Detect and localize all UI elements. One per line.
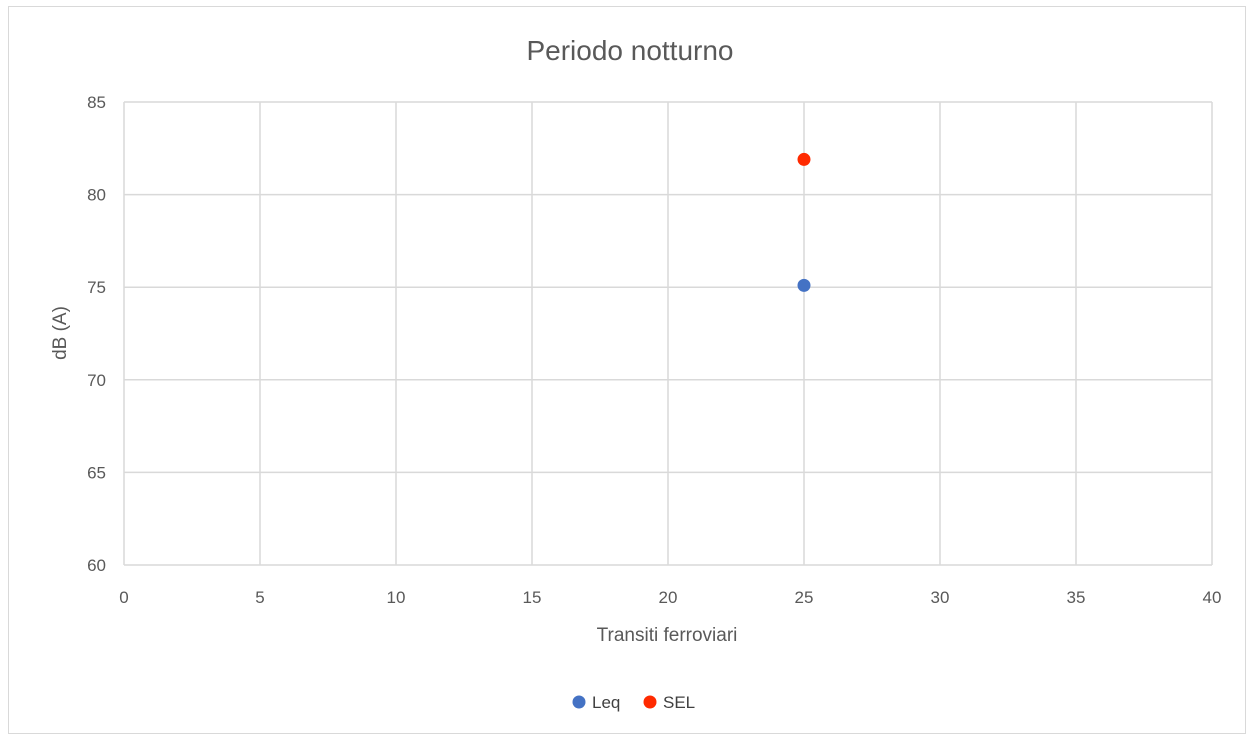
x-tick-label: 5 (255, 588, 264, 607)
y-tick-label: 85 (87, 93, 106, 112)
legend-marker-leq (572, 695, 586, 709)
x-tick-label: 35 (1067, 588, 1086, 607)
legend-marker-sel (643, 695, 657, 709)
grid (123, 101, 1213, 566)
legend-label-leq: Leq (592, 693, 620, 712)
legend-label-sel: SEL (663, 693, 695, 712)
x-tick-label: 0 (119, 588, 128, 607)
x-tick-label: 10 (387, 588, 406, 607)
y-tick-label: 60 (87, 556, 106, 575)
y-tick-label: 75 (87, 278, 106, 297)
x-axis-label: Transiti ferroviari (597, 625, 738, 646)
data-points (797, 152, 811, 292)
chart-title: Periodo notturno (526, 35, 733, 66)
x-tick-label: 15 (523, 588, 542, 607)
y-tick-label: 65 (87, 463, 106, 482)
x-tick-label: 25 (795, 588, 814, 607)
y-axis-tick-labels: 60 65 70 75 80 85 (87, 93, 106, 575)
data-point-leq (797, 278, 811, 292)
x-tick-label: 40 (1203, 588, 1222, 607)
x-tick-label: 30 (931, 588, 950, 607)
data-point-sel (797, 152, 811, 166)
legend: Leq SEL (572, 693, 695, 712)
y-tick-label: 70 (87, 371, 106, 390)
chart-frame (8, 6, 1246, 734)
y-axis-label: dB (A) (50, 306, 71, 360)
y-tick-label: 80 (87, 186, 106, 205)
x-axis-tick-labels: 0 5 10 15 20 25 30 35 40 (119, 588, 1221, 607)
x-tick-label: 20 (659, 588, 678, 607)
